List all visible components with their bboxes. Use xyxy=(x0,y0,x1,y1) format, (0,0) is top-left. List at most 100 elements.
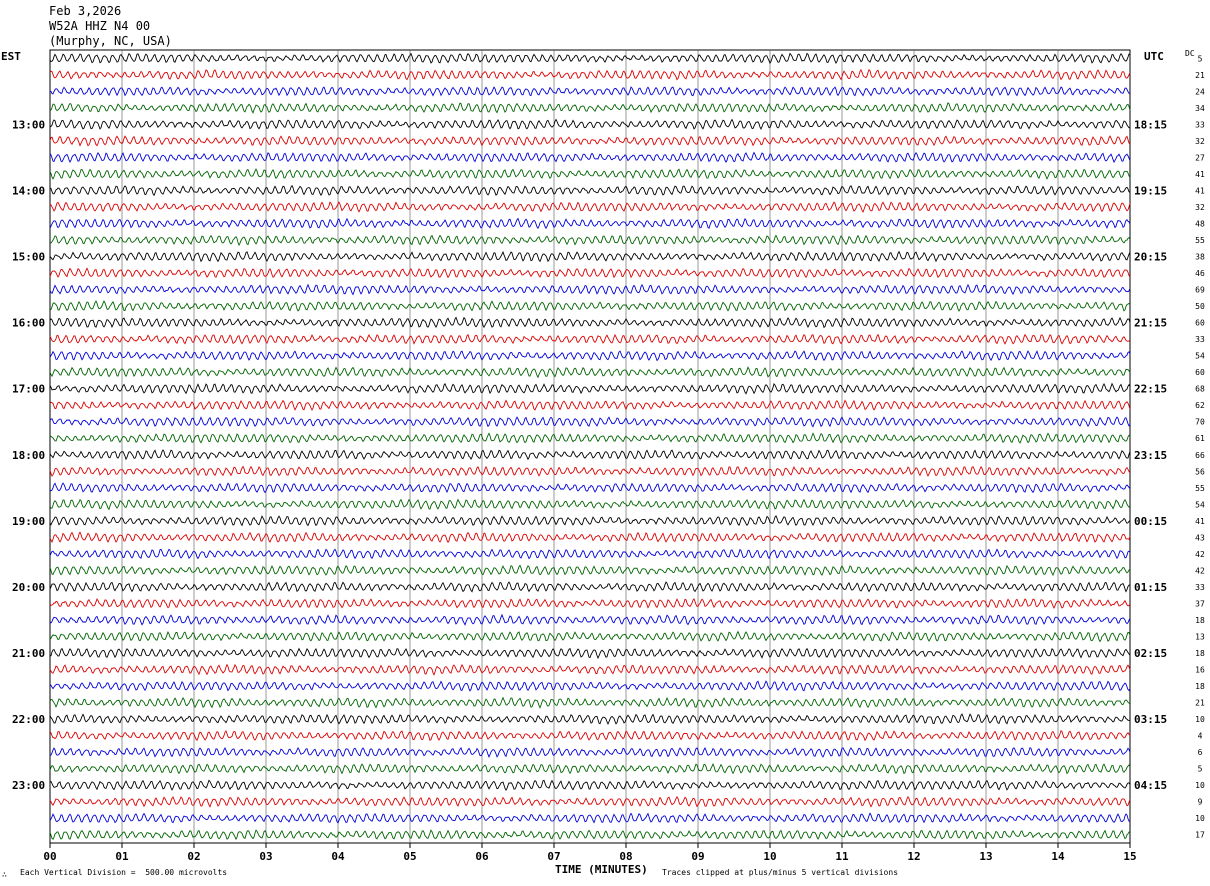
trace-line xyxy=(49,217,1131,230)
utc-hour-label: 01:15 xyxy=(1134,581,1167,594)
dc-offset-label: 32 xyxy=(1195,203,1205,212)
utc-hour-label: 23:15 xyxy=(1134,449,1167,462)
trace-line xyxy=(49,382,1131,395)
dc-offset-label: 10 xyxy=(1195,781,1205,790)
dc-offset-label: 33 xyxy=(1195,335,1205,344)
x-tick-label: 07 xyxy=(547,850,560,863)
x-tick-label: 04 xyxy=(331,850,345,863)
dc-offset-label: 70 xyxy=(1195,418,1205,427)
trace-line xyxy=(49,399,1131,411)
x-axis-title: TIME (MINUTES) xyxy=(555,863,648,876)
trace-line xyxy=(49,812,1131,824)
trace-line xyxy=(49,482,1131,494)
trace-line xyxy=(49,548,1131,560)
utc-hour-label: 18:15 xyxy=(1134,118,1167,131)
trace-line xyxy=(49,763,1131,775)
dc-offset-label: 10 xyxy=(1195,814,1205,823)
trace-line xyxy=(49,564,1131,577)
utc-hour-label: 03:15 xyxy=(1134,713,1167,726)
x-tick-label: 03 xyxy=(259,850,272,863)
dc-offset-label: 41 xyxy=(1195,186,1205,195)
dc-offset-label: 43 xyxy=(1195,533,1205,542)
x-tick-label: 13 xyxy=(979,850,992,863)
trace-line xyxy=(49,581,1131,593)
trace-line xyxy=(49,829,1131,841)
clip-note: Traces clipped at plus/minus 5 vertical … xyxy=(662,868,899,877)
dc-label: DC xyxy=(1185,49,1195,58)
utc-hour-label: 04:15 xyxy=(1134,779,1167,792)
x-tick-label: 15 xyxy=(1123,850,1136,863)
plot-frame xyxy=(49,49,1131,844)
dc-offset-label: 48 xyxy=(1195,219,1205,228)
trace-line xyxy=(49,267,1131,279)
dc-offset-label: 16 xyxy=(1195,666,1205,675)
dc-offset-label: 55 xyxy=(1195,484,1205,493)
dc-offset-label: 21 xyxy=(1195,699,1205,708)
trace-line xyxy=(49,102,1131,114)
trace-line xyxy=(49,465,1131,478)
dc-offset-label: 5 xyxy=(1198,765,1203,774)
dc-offset-label: 33 xyxy=(1195,120,1205,129)
trace-line xyxy=(49,184,1131,197)
dc-offset-label: 18 xyxy=(1195,682,1205,691)
trace-line xyxy=(49,531,1131,544)
dc-offset-label: 41 xyxy=(1195,170,1205,179)
trace-line xyxy=(49,779,1131,792)
trace-line xyxy=(49,663,1131,676)
dc-offset-label: 62 xyxy=(1195,401,1205,410)
x-tick-label: 06 xyxy=(475,850,489,863)
dc-offset-label: 66 xyxy=(1195,451,1205,460)
trace-line xyxy=(49,729,1131,742)
dc-offset-label: 50 xyxy=(1195,302,1205,311)
trace-line xyxy=(49,647,1131,660)
dc-offset-label: 54 xyxy=(1195,352,1205,361)
trace-line xyxy=(49,118,1131,130)
trace-line xyxy=(49,432,1131,444)
est-zone-label: EST xyxy=(1,50,21,63)
trace-line xyxy=(49,350,1131,362)
trace-line xyxy=(49,515,1131,527)
dc-offset-label: 37 xyxy=(1195,599,1205,608)
dc-offset-label: 27 xyxy=(1195,153,1205,162)
dc-offset-label: 61 xyxy=(1195,434,1205,443)
trace-line xyxy=(49,613,1131,626)
trace-line xyxy=(49,598,1131,610)
trace-line xyxy=(49,52,1131,65)
header-location: (Murphy, NC, USA) xyxy=(49,34,172,48)
trace-line xyxy=(49,366,1131,379)
trace-line xyxy=(49,416,1131,428)
dc-offset-label: 17 xyxy=(1195,831,1205,840)
est-hour-label: 14:00 xyxy=(12,184,45,197)
trace-line xyxy=(49,796,1131,808)
dc-offset-label: 46 xyxy=(1195,269,1205,278)
utc-hour-label: 02:15 xyxy=(1134,647,1167,660)
trace-line xyxy=(49,713,1131,725)
trace-line xyxy=(49,86,1131,97)
dc-offset-label: 9 xyxy=(1198,798,1203,807)
utc-hour-label: 00:15 xyxy=(1134,515,1167,528)
dc-offset-label: 18 xyxy=(1195,616,1205,625)
dc-offset-label: 60 xyxy=(1195,368,1205,377)
dc-offset-label: 42 xyxy=(1195,550,1205,559)
trace-line xyxy=(49,68,1131,81)
dc-offset-label: 38 xyxy=(1195,253,1205,262)
dc-offset-label: 32 xyxy=(1195,137,1205,146)
trace-line xyxy=(49,333,1131,345)
est-hour-label: 17:00 xyxy=(12,383,45,396)
est-hour-label: 21:00 xyxy=(12,647,45,660)
x-tick-label: 01 xyxy=(115,850,129,863)
trace-line xyxy=(49,168,1131,180)
utc-zone-label: UTC xyxy=(1144,50,1164,63)
x-tick-label: 11 xyxy=(835,850,849,863)
dc-offset-label: 56 xyxy=(1195,467,1205,476)
dc-offset-label: 60 xyxy=(1195,319,1205,328)
trace-line xyxy=(49,283,1131,296)
trace-line xyxy=(49,234,1131,247)
est-hour-label: 22:00 xyxy=(12,713,45,726)
dc-offset-label: 10 xyxy=(1195,715,1205,724)
x-tick-label: 09 xyxy=(691,850,704,863)
header-station: W52A HHZ N4 00 xyxy=(49,19,151,33)
utc-hour-label: 22:15 xyxy=(1134,383,1167,396)
dc-offset-label: 41 xyxy=(1195,517,1205,526)
